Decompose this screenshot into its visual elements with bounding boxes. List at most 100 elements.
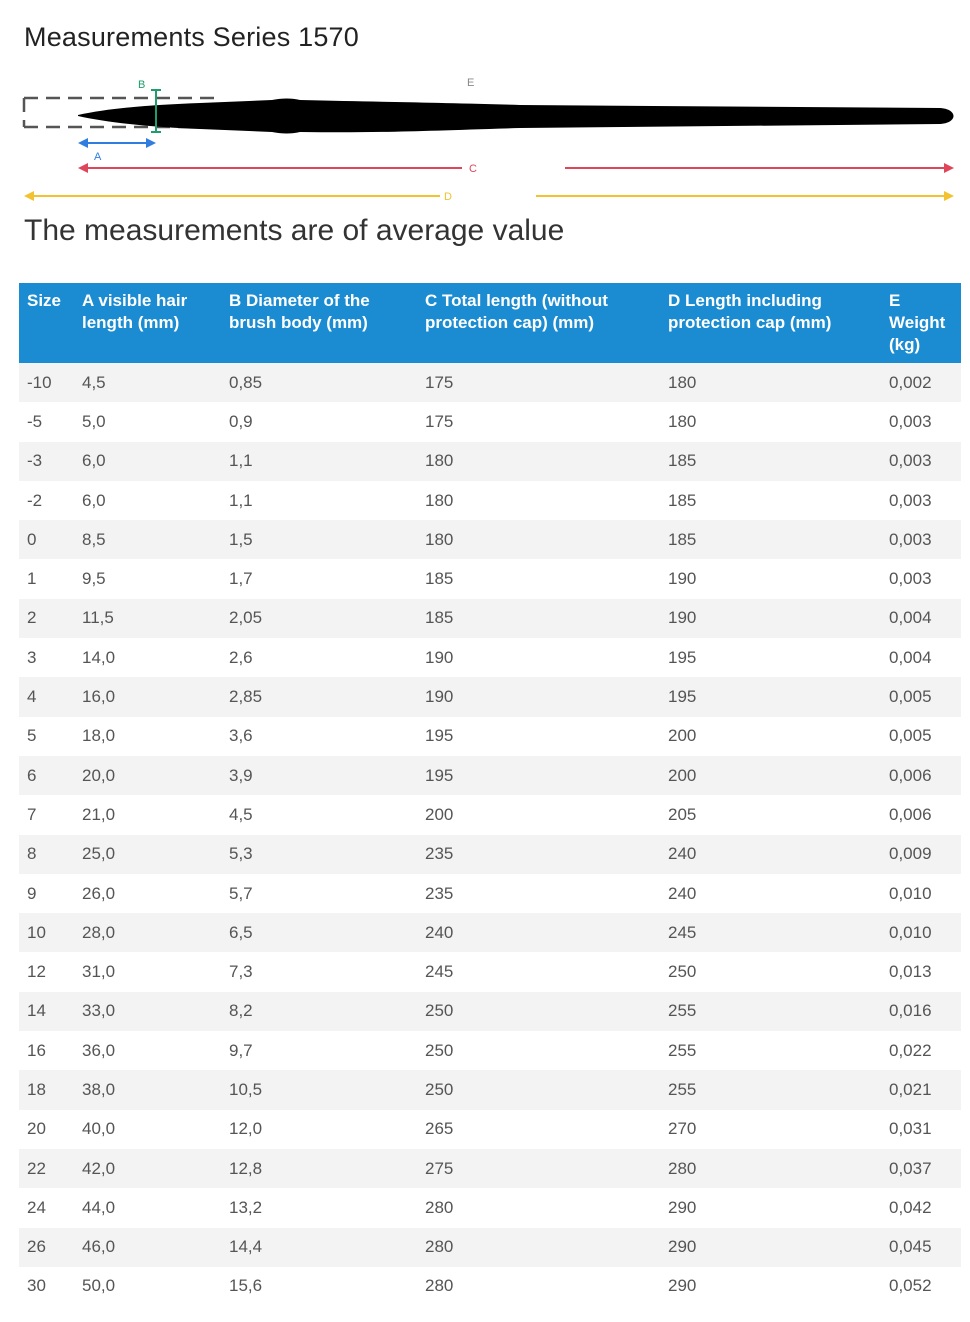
cell-total-length: 180 <box>417 520 660 560</box>
cell-total-length: 195 <box>417 716 660 756</box>
cell-total-length: 200 <box>417 795 660 835</box>
cell-hair-length: 9,5 <box>74 559 221 599</box>
header-length-with-cap: D Length including protection cap (mm) <box>660 283 881 363</box>
cell-diameter: 1,5 <box>221 520 417 560</box>
table-row: 7 21,0 4,5 200 205 0,006 <box>19 795 961 835</box>
cell-size: 26 <box>19 1227 74 1267</box>
cell-total-length: 265 <box>417 1109 660 1149</box>
cell-weight: 0,037 <box>881 1148 961 1189</box>
cell-length-with-cap: 240 <box>660 834 881 874</box>
table-row: -10 4,5 0,85 175 180 0,002 <box>19 363 961 403</box>
table-row: 0 8,5 1,5 180 185 0,003 <box>19 520 961 560</box>
cell-diameter: 2,6 <box>221 638 417 678</box>
table-row: 6 20,0 3,9 195 200 0,006 <box>19 755 961 796</box>
cell-length-with-cap: 190 <box>660 598 881 639</box>
cell-total-length: 245 <box>417 952 660 992</box>
cell-weight: 0,005 <box>881 716 961 756</box>
label-d: D <box>444 191 452 203</box>
cell-diameter: 5,3 <box>221 834 417 874</box>
cell-length-with-cap: 255 <box>660 1031 881 1071</box>
cell-diameter: 15,6 <box>221 1266 417 1307</box>
cell-diameter: 9,7 <box>221 1031 417 1071</box>
cell-size: 5 <box>19 716 74 756</box>
cell-weight: 0,016 <box>881 991 961 1032</box>
cell-diameter: 13,2 <box>221 1188 417 1228</box>
cell-size: 24 <box>19 1188 74 1228</box>
cell-total-length: 275 <box>417 1148 660 1189</box>
cell-weight: 0,045 <box>881 1227 961 1267</box>
cell-hair-length: 11,5 <box>74 598 221 639</box>
cell-length-with-cap: 290 <box>660 1266 881 1307</box>
cell-diameter: 10,5 <box>221 1070 417 1110</box>
table-row: 18 38,0 10,5 250 255 0,021 <box>19 1070 961 1110</box>
cell-length-with-cap: 185 <box>660 520 881 560</box>
table-row: 12 31,0 7,3 245 250 0,013 <box>19 952 961 992</box>
measurements-table: Size A visible hair length (mm) B Diamet… <box>19 283 961 1307</box>
cell-size: 4 <box>19 677 74 717</box>
cell-weight: 0,003 <box>881 520 961 560</box>
cell-weight: 0,003 <box>881 480 961 521</box>
cell-total-length: 235 <box>417 873 660 914</box>
cell-length-with-cap: 240 <box>660 873 881 914</box>
header-total-length: C Total length (without protection cap) … <box>417 283 660 363</box>
cell-size: 9 <box>19 873 74 914</box>
cell-diameter: 6,5 <box>221 913 417 953</box>
cell-weight: 0,010 <box>881 913 961 953</box>
arrow-head-c-right <box>944 163 954 173</box>
arrow-head-d-right <box>944 191 954 201</box>
cell-size: -5 <box>19 402 74 442</box>
cell-diameter: 1,1 <box>221 441 417 481</box>
cell-size: 7 <box>19 795 74 835</box>
label-c: C <box>469 163 477 175</box>
cell-weight: 0,031 <box>881 1109 961 1149</box>
cell-length-with-cap: 205 <box>660 795 881 835</box>
cell-weight: 0,003 <box>881 559 961 599</box>
cell-total-length: 280 <box>417 1188 660 1228</box>
arrow-head-c-left <box>78 163 88 173</box>
cell-length-with-cap: 270 <box>660 1109 881 1149</box>
table-body: -10 4,5 0,85 175 180 0,002 -5 5,0 0,9 175 180 0,003… <box>19 363 961 1307</box>
table-row: 9 26,0 5,7 235 240 0,010 <box>19 873 961 914</box>
cell-hair-length: 25,0 <box>74 834 221 874</box>
table-row: 16 36,0 9,7 250 255 0,022 <box>19 1031 961 1071</box>
cell-diameter: 12,0 <box>221 1109 417 1149</box>
cell-hair-length: 16,0 <box>74 677 221 717</box>
cell-diameter: 14,4 <box>221 1227 417 1267</box>
table-header-row: Size A visible hair length (mm) B Diamet… <box>19 283 961 363</box>
cell-size: 16 <box>19 1031 74 1071</box>
cell-weight: 0,005 <box>881 677 961 717</box>
cell-hair-length: 6,0 <box>74 480 221 521</box>
arrow-head-d-left <box>24 191 34 201</box>
cell-total-length: 185 <box>417 559 660 599</box>
cell-weight: 0,022 <box>881 1031 961 1071</box>
cell-hair-length: 50,0 <box>74 1266 221 1307</box>
cell-hair-length: 4,5 <box>74 363 221 403</box>
table-row: 24 44,0 13,2 280 290 0,042 <box>19 1188 961 1228</box>
table-row: 2 11,5 2,05 185 190 0,004 <box>19 598 961 639</box>
cell-hair-length: 6,0 <box>74 441 221 481</box>
cell-size: 18 <box>19 1070 74 1110</box>
cell-size: 6 <box>19 755 74 796</box>
cell-weight: 0,006 <box>881 795 961 835</box>
cell-length-with-cap: 180 <box>660 363 881 403</box>
cell-total-length: 175 <box>417 363 660 403</box>
arrow-head-a-right <box>146 138 156 148</box>
cell-length-with-cap: 200 <box>660 716 881 756</box>
label-b: B <box>138 79 145 91</box>
label-e: E <box>467 77 474 89</box>
brush-measurement-diagram: B E A C D <box>22 77 954 203</box>
cell-hair-length: 20,0 <box>74 755 221 796</box>
cell-weight: 0,010 <box>881 873 961 914</box>
cell-total-length: 235 <box>417 834 660 874</box>
header-weight: E Weight (kg) <box>881 283 961 363</box>
cell-weight: 0,021 <box>881 1070 961 1110</box>
table-row: 3 14,0 2,6 190 195 0,004 <box>19 638 961 678</box>
cell-weight: 0,006 <box>881 755 961 796</box>
cell-length-with-cap: 185 <box>660 441 881 481</box>
cell-size: 0 <box>19 520 74 560</box>
cell-length-with-cap: 190 <box>660 559 881 599</box>
cell-hair-length: 40,0 <box>74 1109 221 1149</box>
label-a: A <box>94 151 102 163</box>
cell-diameter: 2,05 <box>221 598 417 639</box>
header-visible-hair-length: A visible hair length (mm) <box>74 283 221 363</box>
